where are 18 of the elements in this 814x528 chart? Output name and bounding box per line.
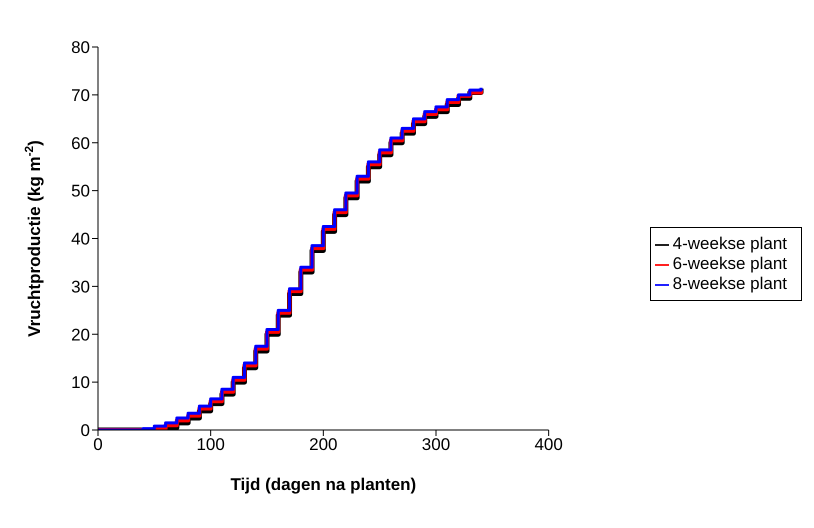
y-tick-label: 60 bbox=[71, 134, 90, 153]
legend-label: 8-weekse plant bbox=[672, 274, 787, 293]
y-tick-label: 20 bbox=[71, 325, 90, 344]
x-tick-label: 400 bbox=[534, 435, 563, 454]
legend-label: 4-weekse plant bbox=[672, 234, 787, 253]
y-tick-label: 40 bbox=[71, 230, 90, 249]
x-tick-label: 300 bbox=[422, 435, 450, 454]
x-axis-title: Tijd (dagen na planten) bbox=[230, 475, 416, 494]
x-tick-label: 100 bbox=[196, 435, 225, 454]
y-tick-label: 80 bbox=[71, 38, 90, 58]
y-tick-label: 0 bbox=[80, 421, 90, 440]
x-tick-label: 0 bbox=[93, 435, 103, 454]
x-tick-label: 200 bbox=[309, 435, 338, 454]
y-tick-label: 30 bbox=[71, 277, 90, 296]
y-tick-label: 70 bbox=[71, 86, 90, 105]
y-tick-label: 10 bbox=[71, 373, 90, 392]
y-tick-label: 50 bbox=[71, 182, 90, 201]
legend-label: 6-weekse plant bbox=[672, 254, 787, 273]
